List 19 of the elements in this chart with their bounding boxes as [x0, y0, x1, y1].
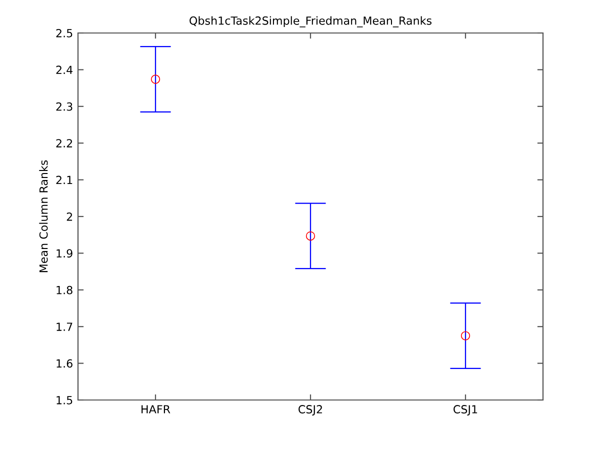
y-tick-label: 1.8	[56, 286, 72, 294]
x-tick-label: CSJ2	[298, 405, 322, 416]
y-axis-title: Mean Column Ranks	[39, 160, 48, 272]
x-tick-label: CSJ1	[454, 405, 478, 416]
y-tick-label: 2.2	[56, 139, 72, 148]
y-tick-label: 2.3	[56, 102, 72, 111]
y-tick-label: 2	[66, 212, 72, 221]
point	[150, 74, 160, 84]
chart-title: Qbsh1cTask2Simple_Friedman_Mean_Ranks	[190, 16, 432, 28]
y-tick-label: 2.1	[56, 176, 72, 184]
point	[306, 231, 316, 241]
y-tick-label: 2.4	[56, 66, 73, 74]
y-tick-label: 2.5	[56, 28, 72, 38]
y-tick-label: 1.7	[56, 322, 72, 331]
y-tick-label: 1.5	[56, 396, 72, 404]
x-tick-label: HAFR	[142, 405, 170, 414]
y-tick-label: 1.6	[56, 359, 72, 368]
point	[460, 331, 470, 340]
y-tick-label: 1.9	[56, 249, 72, 258]
